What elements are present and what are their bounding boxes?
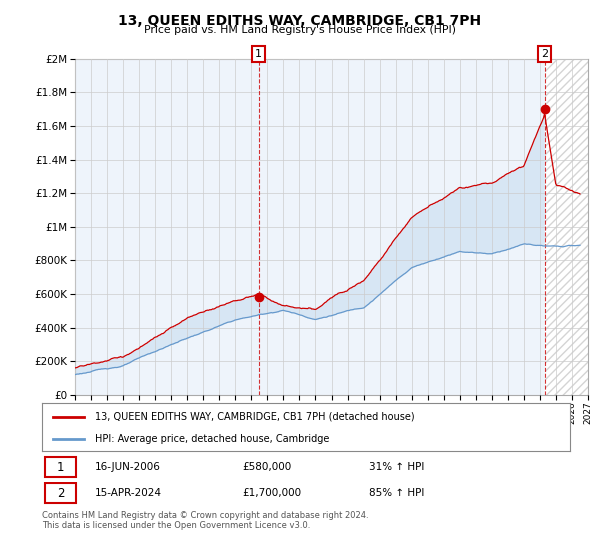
- Text: 85% ↑ HPI: 85% ↑ HPI: [370, 488, 425, 498]
- Text: 15-APR-2024: 15-APR-2024: [95, 488, 162, 498]
- Text: £1,700,000: £1,700,000: [242, 488, 302, 498]
- Text: 2: 2: [541, 49, 548, 59]
- Text: Contains HM Land Registry data © Crown copyright and database right 2024.
This d: Contains HM Land Registry data © Crown c…: [42, 511, 368, 530]
- Text: 31% ↑ HPI: 31% ↑ HPI: [370, 462, 425, 472]
- Text: 16-JUN-2006: 16-JUN-2006: [95, 462, 161, 472]
- Text: 1: 1: [57, 460, 64, 474]
- Text: 2: 2: [57, 487, 64, 500]
- Text: £580,000: £580,000: [242, 462, 292, 472]
- Text: 13, QUEEN EDITHS WAY, CAMBRIDGE, CB1 7PH (detached house): 13, QUEEN EDITHS WAY, CAMBRIDGE, CB1 7PH…: [95, 412, 415, 422]
- FancyBboxPatch shape: [44, 457, 76, 477]
- Text: Price paid vs. HM Land Registry's House Price Index (HPI): Price paid vs. HM Land Registry's House …: [144, 25, 456, 35]
- Text: HPI: Average price, detached house, Cambridge: HPI: Average price, detached house, Camb…: [95, 434, 329, 444]
- Text: 13, QUEEN EDITHS WAY, CAMBRIDGE, CB1 7PH: 13, QUEEN EDITHS WAY, CAMBRIDGE, CB1 7PH: [118, 14, 482, 28]
- FancyBboxPatch shape: [44, 483, 76, 503]
- Text: 1: 1: [255, 49, 262, 59]
